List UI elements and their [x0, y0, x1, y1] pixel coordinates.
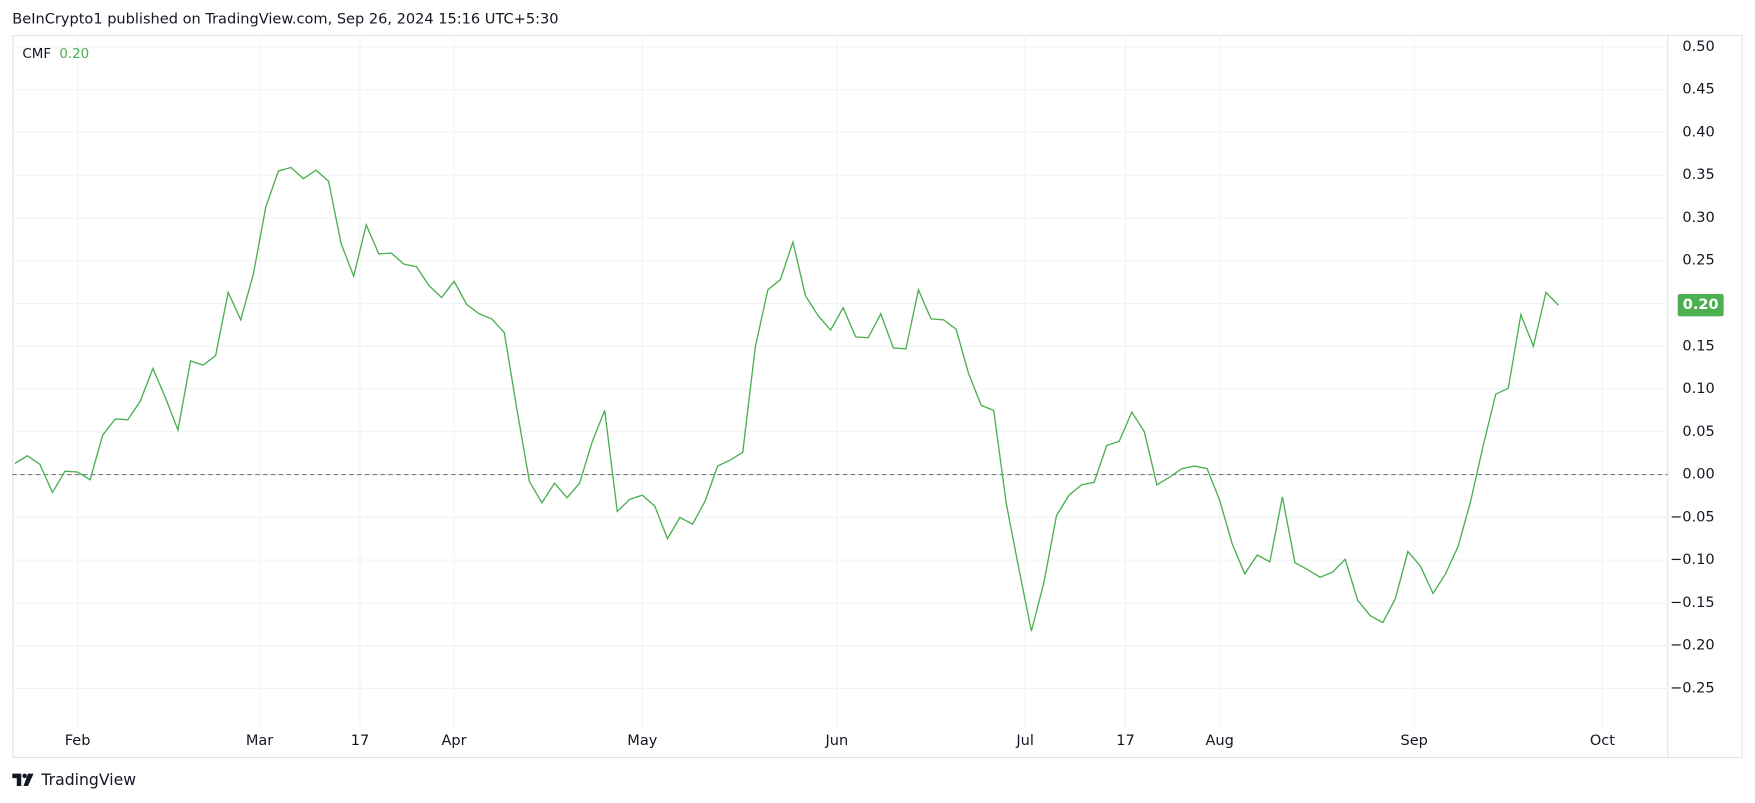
y-tick-label: 0.50: [1682, 38, 1714, 55]
y-tick-label: 0.35: [1682, 166, 1714, 183]
last-value-label: 0.20: [1683, 296, 1719, 313]
x-tick-label: Mar: [246, 732, 273, 749]
y-tick-label: 0.15: [1682, 337, 1714, 354]
y-tick-label: 0.00: [1682, 466, 1714, 483]
y-tick-label: 0.40: [1682, 123, 1714, 140]
plot: [12, 166, 1668, 632]
x-tick-label: Sep: [1400, 732, 1427, 749]
x-tick-label: Feb: [65, 732, 91, 749]
x-tick-label: Aug: [1205, 732, 1233, 749]
legend-value: 0.20: [59, 47, 89, 62]
y-tick-label: 0.30: [1682, 209, 1714, 226]
y-tick-label: 0.25: [1682, 252, 1714, 269]
y-tick-label: 0.05: [1682, 423, 1714, 440]
x-tick-label: Jul: [1015, 732, 1034, 749]
logo-part: [23, 773, 34, 786]
y-tick-label: −0.10: [1670, 551, 1715, 568]
legend-name: CMF: [22, 47, 51, 62]
frame: [12, 34, 1743, 758]
x-tick-label: Jun: [825, 732, 849, 749]
footer: TradingView: [40, 770, 136, 789]
y-tick-label: 0.45: [1682, 81, 1714, 98]
y-tick-label: −0.15: [1670, 594, 1715, 611]
y-tick-label: −0.20: [1670, 637, 1715, 654]
last-value-badge: [1677, 294, 1724, 317]
x-tick-label: 17: [1116, 732, 1135, 749]
labels: 0.50 0.45 0.40 0.35 0.30 0.25 0.20 0.15 0.10 0.05…: [65, 38, 1724, 749]
cmf-line: [14, 166, 1559, 632]
x-tick-label: Apr: [441, 732, 466, 749]
y-tick-label: −0.25: [1670, 679, 1715, 696]
y-tick-label: 0.10: [1682, 380, 1714, 397]
x-tick-label: Oct: [1590, 732, 1615, 749]
y-tick-label: −0.05: [1670, 508, 1715, 525]
x-tick-label: May: [627, 732, 657, 749]
logo-part: [22, 773, 27, 779]
x-tick-label: 17: [351, 732, 370, 749]
header: BeInCrypto1 published on TradingView.com…: [12, 10, 558, 27]
